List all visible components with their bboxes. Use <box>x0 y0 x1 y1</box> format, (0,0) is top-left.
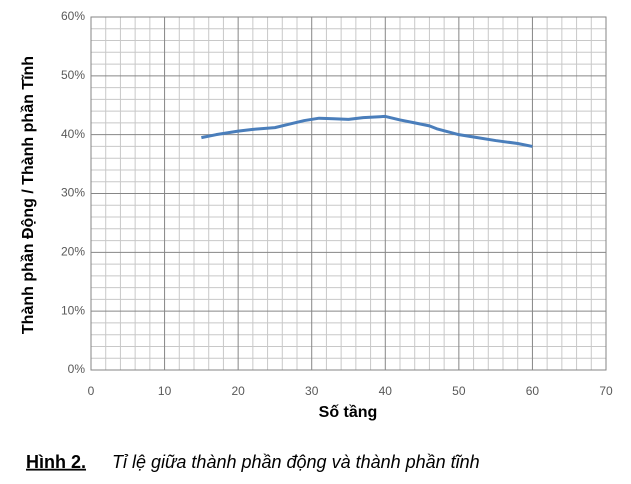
y-tick-label: 10% <box>61 303 85 317</box>
data-line <box>201 114 533 148</box>
x-tick-label: 40 <box>379 384 393 398</box>
caption-text: Tỉ lệ giữa thành phần động và thành phần… <box>112 452 480 472</box>
x-tick-label: 10 <box>158 384 172 398</box>
y-tick-label: 60% <box>61 9 85 23</box>
caption-label: Hình 2. <box>26 452 86 472</box>
y-tick-label: 40% <box>61 127 85 141</box>
y-axis-title: Thành phần Động / Thành phần Tĩnh <box>20 56 37 334</box>
y-tick-label: 50% <box>61 68 85 82</box>
y-tick-label: 20% <box>61 245 85 259</box>
x-tick-label: 0 <box>88 384 95 398</box>
x-tick-label: 20 <box>231 384 245 398</box>
x-tick-label: 50 <box>452 384 466 398</box>
x-axis-title: Số tầng <box>319 404 378 421</box>
x-tick-label: 70 <box>599 384 613 398</box>
y-tick-label: 0% <box>68 362 86 376</box>
y-tick-label: 30% <box>61 186 85 200</box>
x-tick-label: 30 <box>305 384 319 398</box>
plot-border <box>90 16 607 371</box>
x-tick-label: 60 <box>526 384 540 398</box>
